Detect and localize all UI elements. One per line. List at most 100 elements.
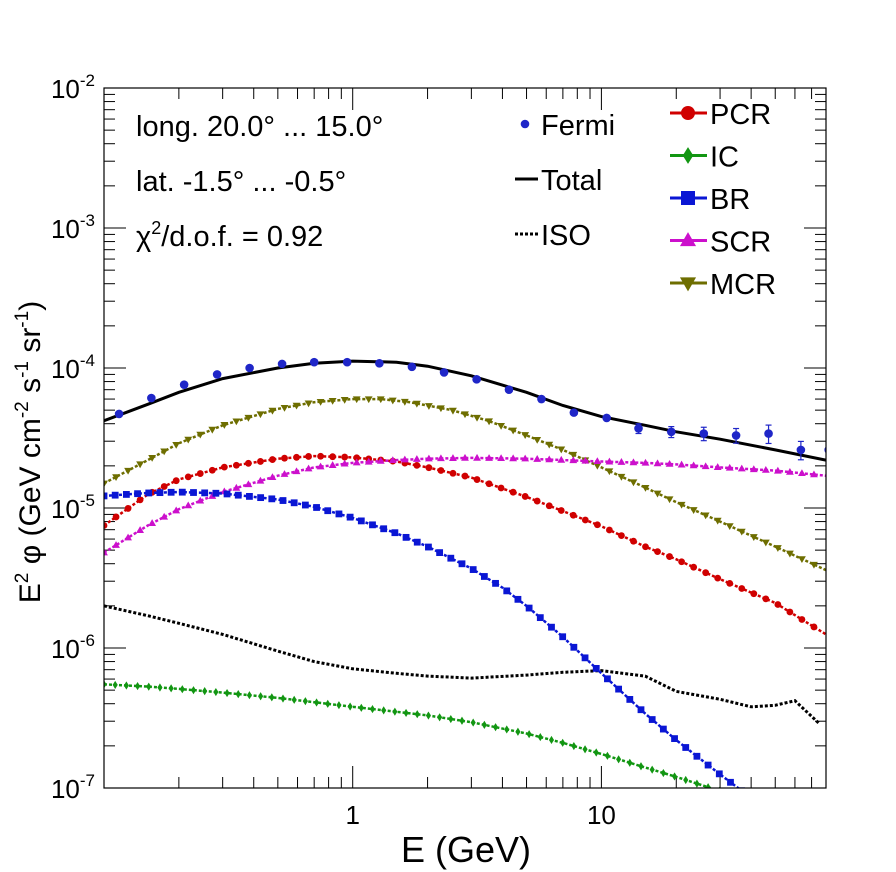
series-pcr-point xyxy=(678,558,685,566)
series-br-point xyxy=(425,543,432,551)
series-scr-point xyxy=(328,461,337,468)
series-mcr-point xyxy=(304,400,313,408)
legend-marker xyxy=(679,277,697,292)
series-ic-point xyxy=(671,772,678,781)
series-ic-point xyxy=(123,681,129,690)
series-br-point xyxy=(615,685,623,693)
series-mcr-point xyxy=(292,402,301,410)
plot-area xyxy=(104,357,826,788)
series-mcr-point xyxy=(665,496,674,504)
series-pcr-point xyxy=(738,585,746,592)
series-mcr-point xyxy=(376,396,385,404)
y-tick-label: 10-7 xyxy=(51,771,95,804)
series-ic-point xyxy=(392,707,398,716)
series-ic-point xyxy=(358,703,364,712)
series-ic-point xyxy=(705,783,711,788)
series-scr-point xyxy=(256,476,265,484)
y-tick-label-base: 10 xyxy=(51,74,80,104)
y-tick-label-exponent: -4 xyxy=(80,351,95,370)
series-scr-point xyxy=(617,458,626,465)
series-br-point xyxy=(592,664,600,672)
series-br-point xyxy=(536,614,544,622)
legend-label: IC xyxy=(710,142,739,174)
series-scr-point xyxy=(593,457,602,465)
series-ic-point xyxy=(694,779,700,788)
series-br-point xyxy=(727,778,734,786)
series-ic-point xyxy=(104,680,107,689)
y-tick-label-base: 10 xyxy=(51,354,80,384)
y-tick-label-base: 10 xyxy=(51,634,80,664)
series-scr-point xyxy=(316,462,325,470)
series-scr-point xyxy=(810,470,818,478)
series-mcr-point xyxy=(220,422,229,429)
series-mcr-point xyxy=(124,467,132,475)
series-pcr-point xyxy=(654,548,661,556)
legend-item-ic: IC xyxy=(670,142,739,174)
series-scr-point xyxy=(136,526,145,533)
series-br xyxy=(104,488,746,788)
series-pcr-point xyxy=(762,595,770,603)
series-ic-point xyxy=(112,680,118,690)
fermi-point xyxy=(731,431,741,440)
series-pcr-point xyxy=(124,505,132,512)
y-tick-label-exponent: -3 xyxy=(80,211,95,230)
chi-suffix: /d.o.f. = 0.92 xyxy=(161,221,323,253)
series-br-point xyxy=(268,495,276,503)
series-ic-point xyxy=(291,695,297,704)
series-br-point xyxy=(167,488,175,496)
series-scr-point xyxy=(677,460,686,468)
series-ic-point xyxy=(548,735,555,745)
series-ic-point xyxy=(235,690,241,699)
fermi-point xyxy=(796,445,806,455)
series-scr-point xyxy=(497,454,506,462)
series-ic-point xyxy=(314,698,320,707)
series-scr-point xyxy=(412,455,421,462)
series-br-point xyxy=(279,497,287,504)
series-ic-point xyxy=(325,699,331,708)
series-br-point xyxy=(324,507,332,515)
series-pcr-point xyxy=(618,532,625,539)
series-mcr-point xyxy=(605,468,614,476)
series-scr-point xyxy=(352,458,361,466)
series-br-point xyxy=(190,489,197,496)
series-ic-point xyxy=(347,702,353,711)
series-pcr-point xyxy=(160,483,168,490)
series-ic-point xyxy=(470,718,476,727)
series-pcr-point xyxy=(714,574,722,582)
fermi-point xyxy=(407,362,417,372)
series-mcr-point xyxy=(737,528,746,536)
series-ic-point xyxy=(258,692,264,701)
series-mcr-point xyxy=(280,404,289,412)
series-scr-point xyxy=(268,473,277,481)
series-pcr-point xyxy=(533,497,541,505)
series-br-point xyxy=(357,517,365,525)
series-br-point xyxy=(604,675,611,683)
series-pcr-point xyxy=(353,454,361,462)
y-tick-label: 10-4 xyxy=(51,351,95,384)
series-mcr-point xyxy=(449,407,457,415)
series-ic-point xyxy=(135,681,141,691)
series-mcr-point xyxy=(749,534,758,541)
series-br-point xyxy=(637,706,645,714)
x-tick-label: 10 xyxy=(587,800,616,830)
series-scr-point xyxy=(280,470,289,477)
series-ic-point xyxy=(537,732,543,742)
series-br-point xyxy=(480,573,488,580)
series-ic-point xyxy=(481,720,487,729)
legend-marker-fermi xyxy=(520,119,530,129)
series-pcr-point xyxy=(497,484,505,492)
series-pcr-point xyxy=(341,453,349,461)
series-ic-point xyxy=(280,694,286,703)
series-ic-point xyxy=(146,682,152,691)
series-mcr-point xyxy=(545,441,554,449)
series-pcr-point xyxy=(136,496,144,504)
series-ic-point xyxy=(246,691,252,700)
series-scr-point xyxy=(713,463,722,470)
series-mcr-point xyxy=(424,403,433,410)
series-br-point xyxy=(156,489,164,497)
series-mcr-point xyxy=(364,396,373,404)
series-br-point xyxy=(704,761,712,769)
series-br-point xyxy=(626,696,634,703)
series-mcr-point xyxy=(629,479,638,487)
